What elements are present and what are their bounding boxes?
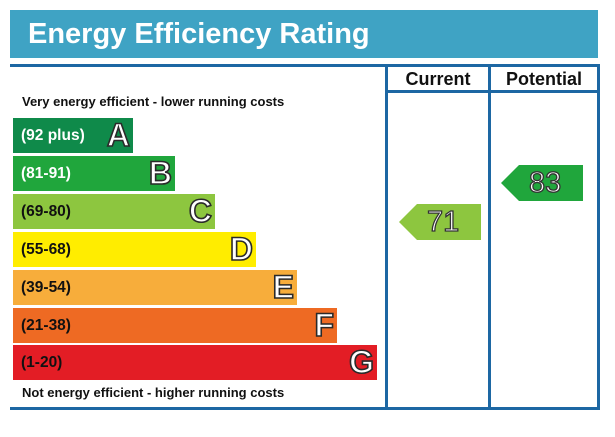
potential-rating-value: 83 (528, 166, 562, 199)
band-range-label: (55-68) (21, 241, 71, 258)
band-a: (92 plus) A (13, 116, 133, 154)
band-range-label: (81-91) (21, 165, 71, 182)
potential-column-header: Potential (505, 69, 582, 89)
band-range-label: (21-38) (21, 317, 71, 334)
column-header-underline (385, 90, 600, 93)
band-f: (21-38) F (13, 306, 337, 344)
potential-rating-arrow: 83 (501, 165, 583, 201)
band-letter: A (106, 116, 131, 154)
frame-top-line (10, 64, 600, 67)
top-caption: Very energy efficient - lower running co… (22, 94, 285, 109)
band-letter: F (314, 306, 335, 344)
current-column-header: Current (405, 69, 471, 89)
band-e: (39-54) E (13, 268, 297, 306)
chart-title: Energy Efficiency Rating (28, 18, 370, 50)
current-arrow-shape (399, 204, 481, 240)
band-range-label: (92 plus) (21, 127, 85, 144)
band-c: (69-80) C (13, 192, 215, 230)
band-range-label: (39-54) (21, 279, 71, 296)
potential-arrow-shape (501, 165, 583, 201)
band-b: (81-91) B (13, 154, 175, 192)
band-letter: D (229, 230, 254, 268)
band-letter: C (188, 192, 213, 230)
band-d: (55-68) D (13, 230, 256, 268)
band-g: (1-20) G (13, 343, 377, 381)
current-rating-arrow: 71 (399, 204, 481, 240)
band-range-label: (69-80) (21, 203, 71, 220)
current-rating-value: 71 (426, 205, 460, 238)
column-divider-middle (488, 64, 491, 410)
frame-bottom-line (10, 407, 600, 410)
column-divider-left (385, 64, 388, 410)
band-letter: B (148, 154, 173, 192)
band-range-label: (1-20) (21, 354, 63, 371)
band-letter: G (348, 343, 374, 381)
title-banner: Energy Efficiency Rating (10, 10, 598, 58)
column-divider-right (597, 64, 600, 410)
bottom-caption: Not energy efficient - higher running co… (22, 385, 285, 400)
band-letter: E (272, 268, 295, 306)
